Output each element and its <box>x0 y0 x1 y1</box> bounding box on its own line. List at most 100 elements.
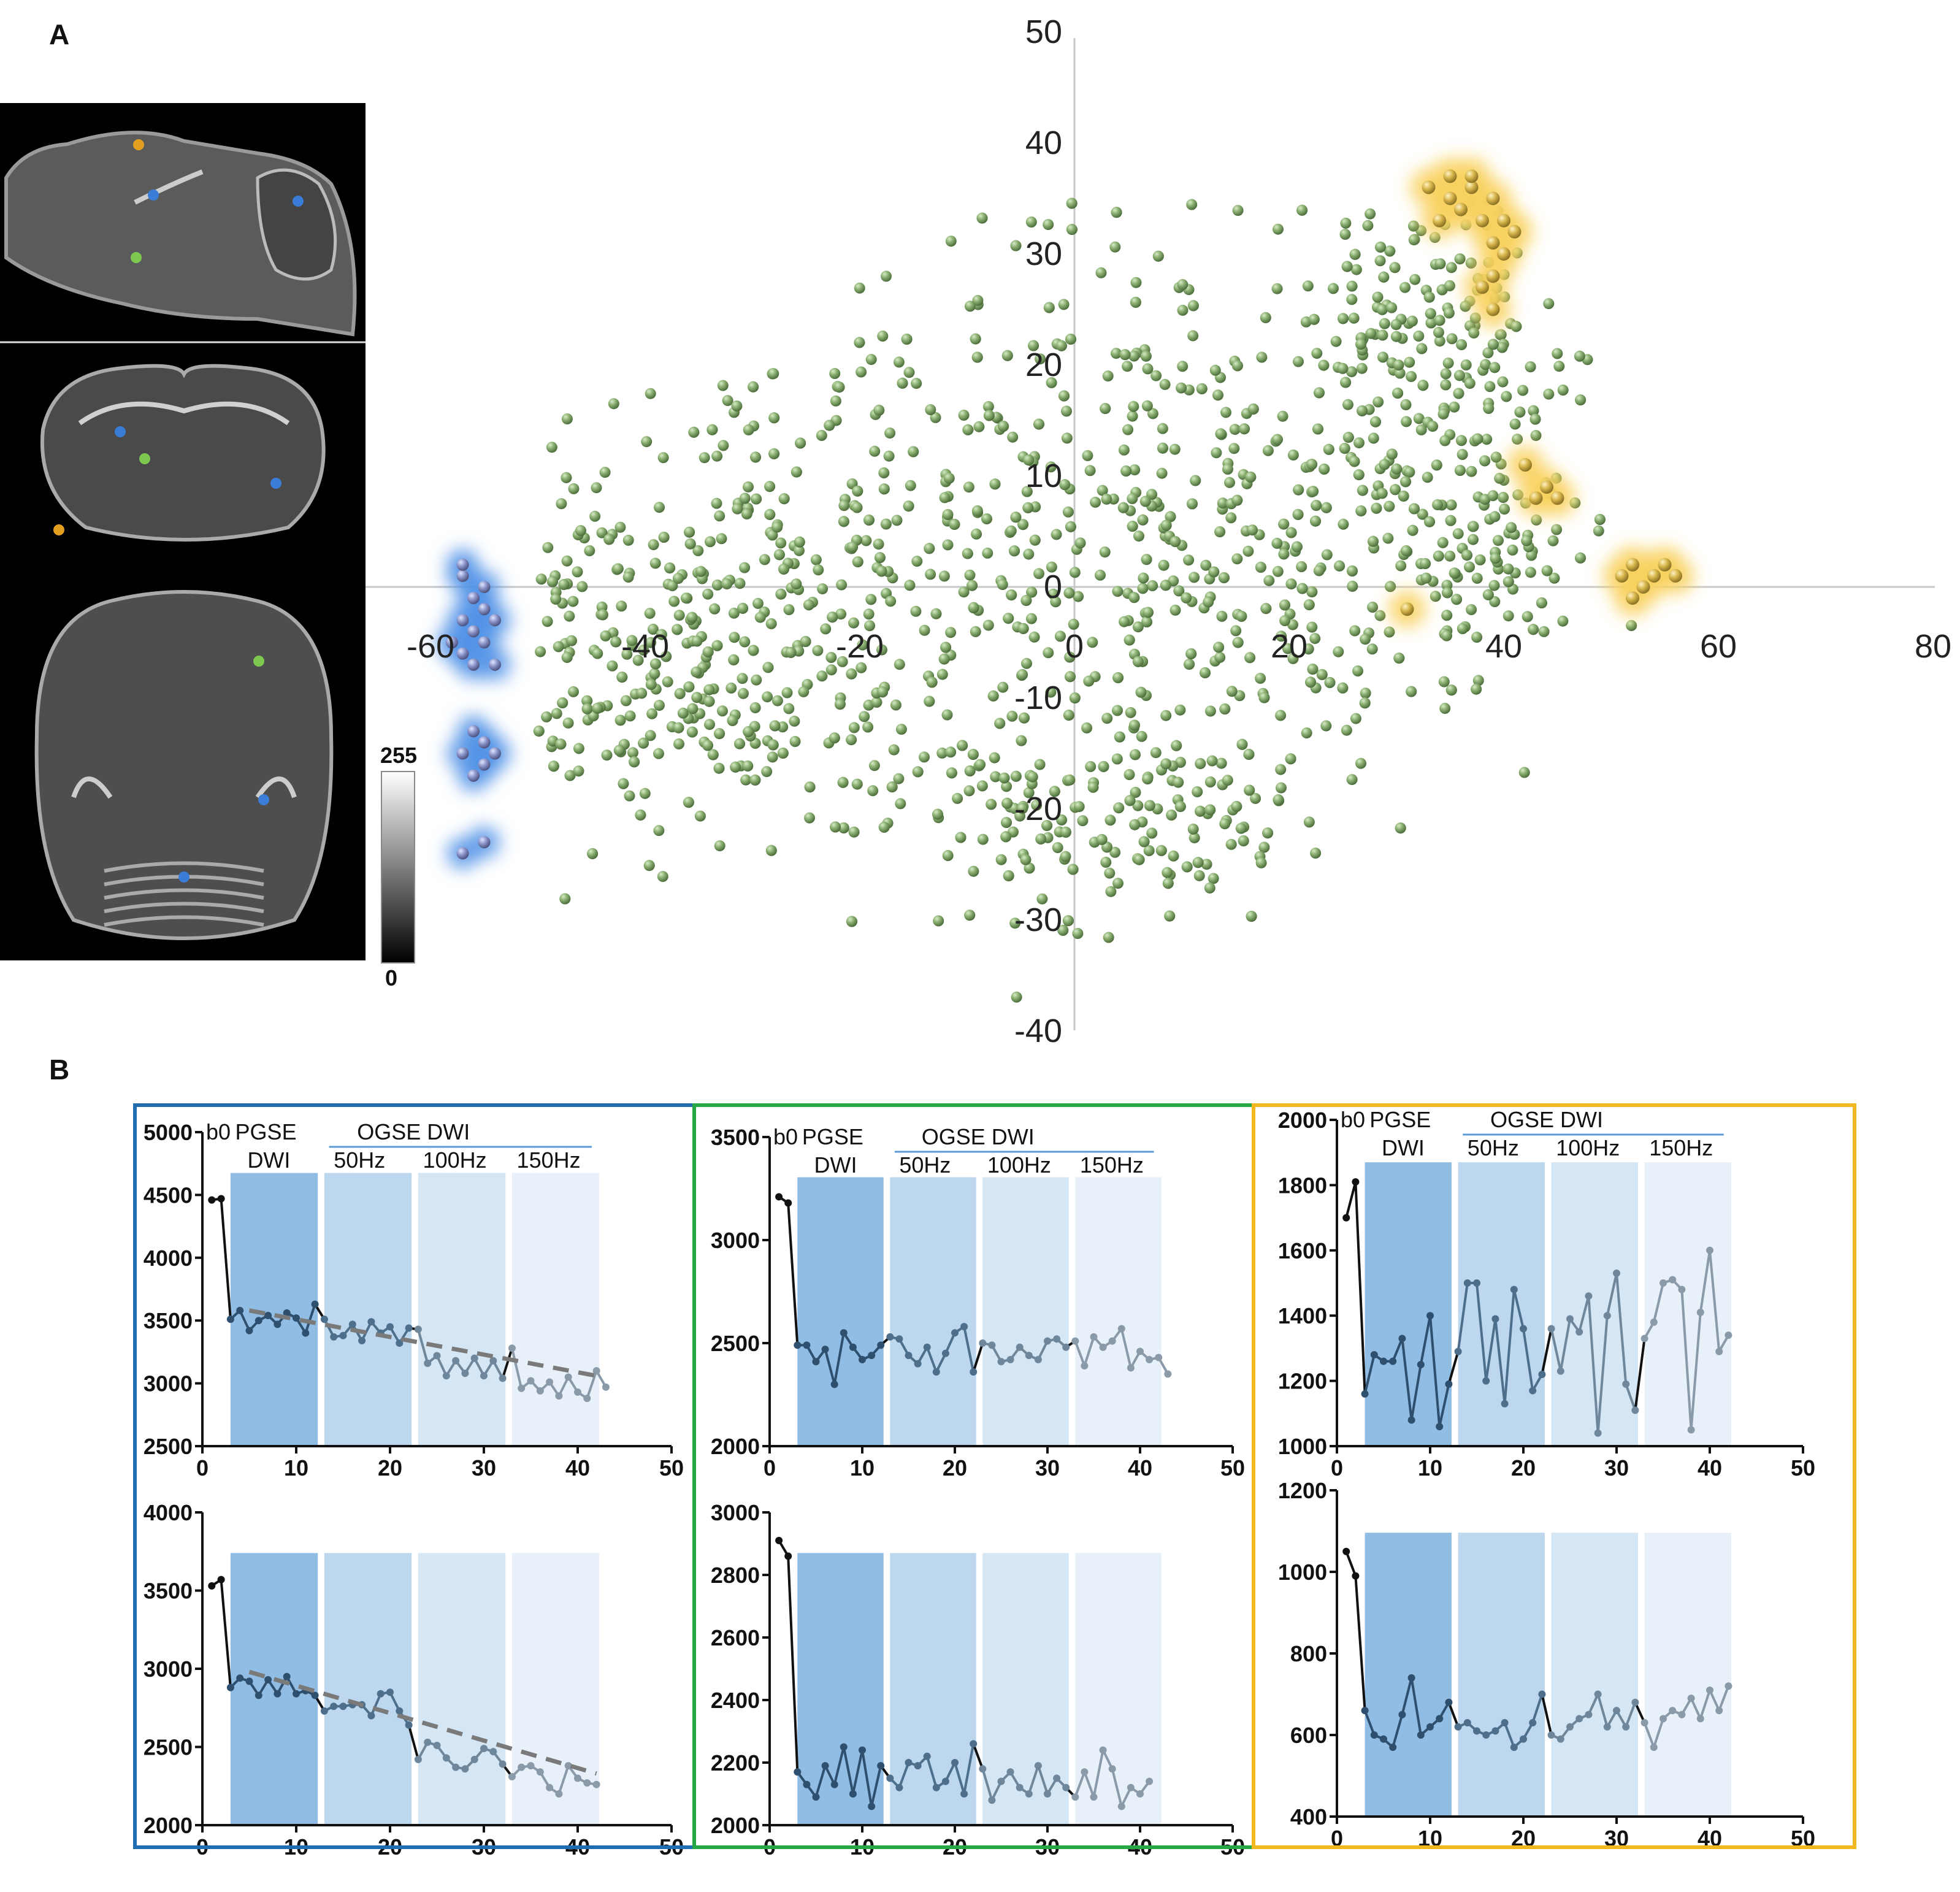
signal-line-segment <box>972 1743 984 1769</box>
green-point <box>1349 625 1361 637</box>
green-point <box>718 440 729 451</box>
green-point <box>981 513 992 524</box>
y-tick-label: 50 <box>1025 13 1062 50</box>
green-point <box>556 498 567 510</box>
green-point <box>836 656 848 667</box>
green-point <box>1057 924 1069 936</box>
green-point <box>926 676 938 688</box>
green-point <box>546 576 558 588</box>
blue-point <box>489 658 501 671</box>
green-point <box>550 593 562 605</box>
green-point <box>627 747 638 759</box>
signal-point <box>330 1333 338 1341</box>
green-point <box>722 395 733 407</box>
signal-point <box>1006 1355 1014 1363</box>
green-point <box>1028 340 1039 351</box>
green-point <box>1068 618 1079 630</box>
green-point <box>1389 262 1401 274</box>
line-plot-green-top: 0 10 20 30 40 50 3500 3000 2500 2000 b0 PGSE DWI OGSE… <box>711 1124 1245 1480</box>
x-tick-label: 0 <box>1331 1455 1343 1480</box>
signal-line-segment <box>1345 1551 1357 1577</box>
green-point <box>1103 932 1114 943</box>
signal-point <box>518 1763 526 1771</box>
green-point <box>1574 350 1585 362</box>
shade-band <box>1644 1533 1731 1817</box>
signal-point <box>405 1324 413 1332</box>
green-point <box>971 528 982 540</box>
signal-point <box>1491 1315 1499 1323</box>
signal-line-segment <box>1652 1282 1664 1323</box>
header-ogse: OGSE DWI <box>922 1124 1035 1149</box>
green-point <box>680 592 692 604</box>
signal-point <box>1146 1355 1154 1363</box>
signal-point <box>1053 1774 1061 1782</box>
header-100hz: 100Hz <box>423 1147 487 1173</box>
green-point <box>614 521 626 533</box>
green-point <box>699 452 710 464</box>
green-point <box>1510 321 1522 332</box>
green-point <box>1183 554 1195 566</box>
green-point <box>1353 437 1365 449</box>
trend-line <box>248 1669 597 1776</box>
signal-point <box>1482 1731 1490 1739</box>
green-point <box>1292 508 1304 520</box>
signal-point <box>339 1331 347 1339</box>
signal-point <box>499 1374 507 1382</box>
signal-point <box>283 1309 291 1317</box>
green-point <box>748 645 759 656</box>
green-point <box>895 798 906 810</box>
green-point <box>905 480 916 491</box>
signal-point <box>1370 1731 1378 1739</box>
signal-line-segment <box>1476 1282 1488 1381</box>
signal-line-segment <box>1083 1336 1095 1366</box>
signal-line-segment <box>824 1349 836 1385</box>
green-point <box>1282 643 1293 654</box>
green-point <box>1548 572 1560 584</box>
signal-point <box>932 1783 940 1791</box>
green-point <box>1020 854 1032 865</box>
signal-point <box>1417 1361 1425 1368</box>
green-point <box>717 705 728 717</box>
green-point <box>1353 469 1365 481</box>
signal-point <box>452 1357 460 1365</box>
green-point <box>1046 377 1057 388</box>
header-b0: b0 <box>773 1124 798 1149</box>
y-tick-label: 3000 <box>144 1371 193 1396</box>
green-point <box>1195 805 1206 817</box>
green-point <box>1169 443 1181 455</box>
signal-point <box>348 1320 356 1328</box>
yellow-point <box>1518 458 1532 472</box>
green-point <box>691 692 703 703</box>
signal-point <box>508 1772 516 1780</box>
green-point <box>1054 630 1066 642</box>
green-point <box>976 212 988 224</box>
signal-point <box>849 1343 857 1351</box>
green-point <box>1442 358 1454 369</box>
signal-line-segment <box>557 1765 570 1794</box>
green-point <box>1187 330 1199 342</box>
blue-point <box>456 614 469 627</box>
green-point <box>910 605 922 617</box>
green-point <box>1260 312 1271 323</box>
yellow-point <box>1486 236 1500 250</box>
green-point <box>707 749 719 760</box>
green-point <box>616 600 627 612</box>
green-point <box>1239 423 1250 435</box>
green-point <box>852 556 863 568</box>
green-point <box>1308 313 1320 325</box>
green-point <box>785 646 797 658</box>
green-point <box>1309 633 1321 645</box>
green-point <box>838 500 850 511</box>
green-point <box>964 569 976 581</box>
signal-point <box>546 1783 554 1791</box>
signal-point <box>236 1674 244 1682</box>
header-b0: b0 <box>206 1119 231 1144</box>
green-point <box>581 695 593 707</box>
green-point <box>1005 525 1017 537</box>
green-point <box>1333 646 1344 657</box>
green-point <box>592 648 603 659</box>
green-point <box>1230 625 1242 637</box>
green-point <box>1098 760 1109 772</box>
green-point <box>1372 396 1384 408</box>
green-point <box>1200 667 1211 678</box>
